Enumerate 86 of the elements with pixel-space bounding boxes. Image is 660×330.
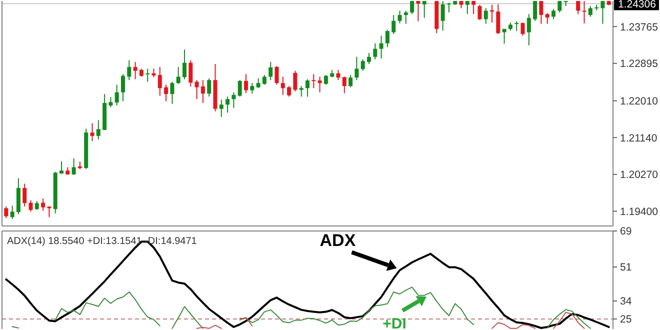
y-tick-label: 1.22895 [620,58,658,70]
candlestick [268,61,273,81]
candlestick [478,4,482,21]
candlestick [232,92,236,108]
candlestick [552,8,556,20]
candlestick [360,58,365,72]
y-tick-label: 34 [620,296,632,308]
candlestick [293,70,298,92]
candlestick [250,82,254,94]
y-tick-label: 69 [620,226,632,238]
candlestick [72,158,76,176]
candlestick [114,84,119,106]
candlestick [194,80,199,100]
candlestick [182,49,186,80]
candlestick [28,200,33,212]
candlestick [472,0,476,15]
candlestick [324,74,328,86]
candlestick [306,78,310,98]
y-tick-label: 1.22010 [620,95,658,108]
candlestick [226,96,230,114]
candlestick [533,0,538,22]
candlestick [133,61,138,80]
candlestick [348,74,353,88]
candlestick [318,76,322,93]
candlestick [188,60,193,87]
candlestick [158,66,162,96]
candlestick [96,120,100,140]
candlestick [404,10,408,24]
candlestick [238,80,242,98]
candlestick [176,66,180,84]
candlestick [484,8,488,24]
ref-line-label: 1.24306 [618,0,656,10]
candlestick [416,0,420,22]
candlestick [121,74,125,102]
candlestick [262,74,266,86]
candlestick [170,81,174,104]
candlestick [600,0,605,24]
annotation: ADX(14) 18.5540 +DI:13.1541 -DI:14.9471 [7,236,198,247]
candlestick [465,0,470,15]
candlestick [379,35,384,60]
candlestick [22,183,27,208]
candlestick [588,6,592,18]
candlestick [392,14,396,34]
candlestick [526,14,531,46]
candlestick [514,20,519,32]
candlestick [256,78,260,89]
y-tick-label: 25 [620,314,632,326]
candlestick [299,86,304,98]
candlestick [244,74,248,94]
annotation: ADX [320,231,356,250]
candlestick [41,198,46,212]
candlestick [446,2,451,13]
candlestick [90,122,94,142]
y-tick-label: 1.23765 [620,21,658,34]
candlestick [108,96,113,108]
annotation: +DI [382,316,406,330]
y-tick-label: 1.21140 [620,132,658,144]
candlestick [164,84,168,102]
candlestick [280,76,285,96]
candlestick [385,29,390,48]
y-tick-label: 1.19400 [620,206,658,218]
candlestick [4,206,8,218]
candlestick [312,74,316,89]
candlestick [127,60,132,81]
candlestick [219,99,224,118]
candlestick [539,0,544,24]
candlestick [10,205,14,220]
candlestick [502,28,506,44]
candlestick [200,80,205,104]
candlestick [440,0,445,32]
candlestick [373,42,378,60]
candlestick [558,0,562,13]
candlestick [354,56,359,81]
candlestick [207,78,212,98]
candlestick [146,68,150,82]
candlestick [410,0,414,15]
candlestick [287,86,292,98]
candlestick [496,4,500,34]
y-tick-label: 1.20270 [620,169,658,182]
candlestick [545,12,550,24]
candlestick [576,0,580,15]
candlestick [367,52,371,65]
candlestick [342,76,346,94]
candlestick [422,0,426,18]
y-tick-label: 51 [620,262,632,274]
candlestick [60,160,64,174]
